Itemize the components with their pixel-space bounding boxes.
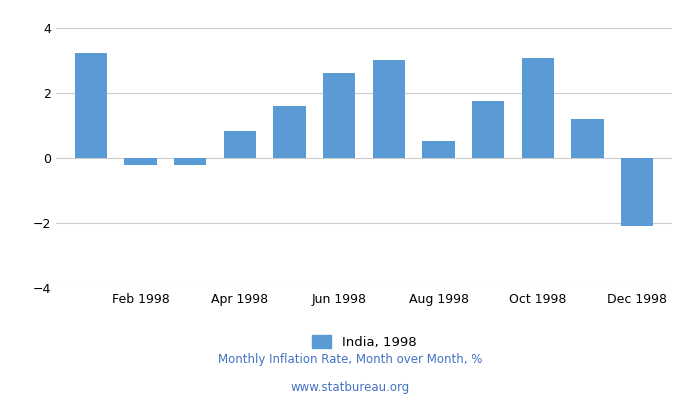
Bar [323, 73, 356, 158]
Text: www.statbureau.org: www.statbureau.org [290, 382, 410, 394]
Bar [472, 102, 504, 158]
Bar [372, 60, 405, 158]
Text: Monthly Inflation Rate, Month over Month, %: Monthly Inflation Rate, Month over Month… [218, 354, 482, 366]
Bar [75, 53, 107, 158]
Bar [571, 119, 603, 158]
Bar [621, 158, 653, 226]
Bar [273, 106, 306, 158]
Bar [224, 131, 256, 158]
Legend: India, 1998: India, 1998 [306, 330, 422, 354]
Bar [125, 158, 157, 164]
Bar [422, 142, 455, 158]
Bar [522, 58, 554, 158]
Bar [174, 158, 206, 165]
